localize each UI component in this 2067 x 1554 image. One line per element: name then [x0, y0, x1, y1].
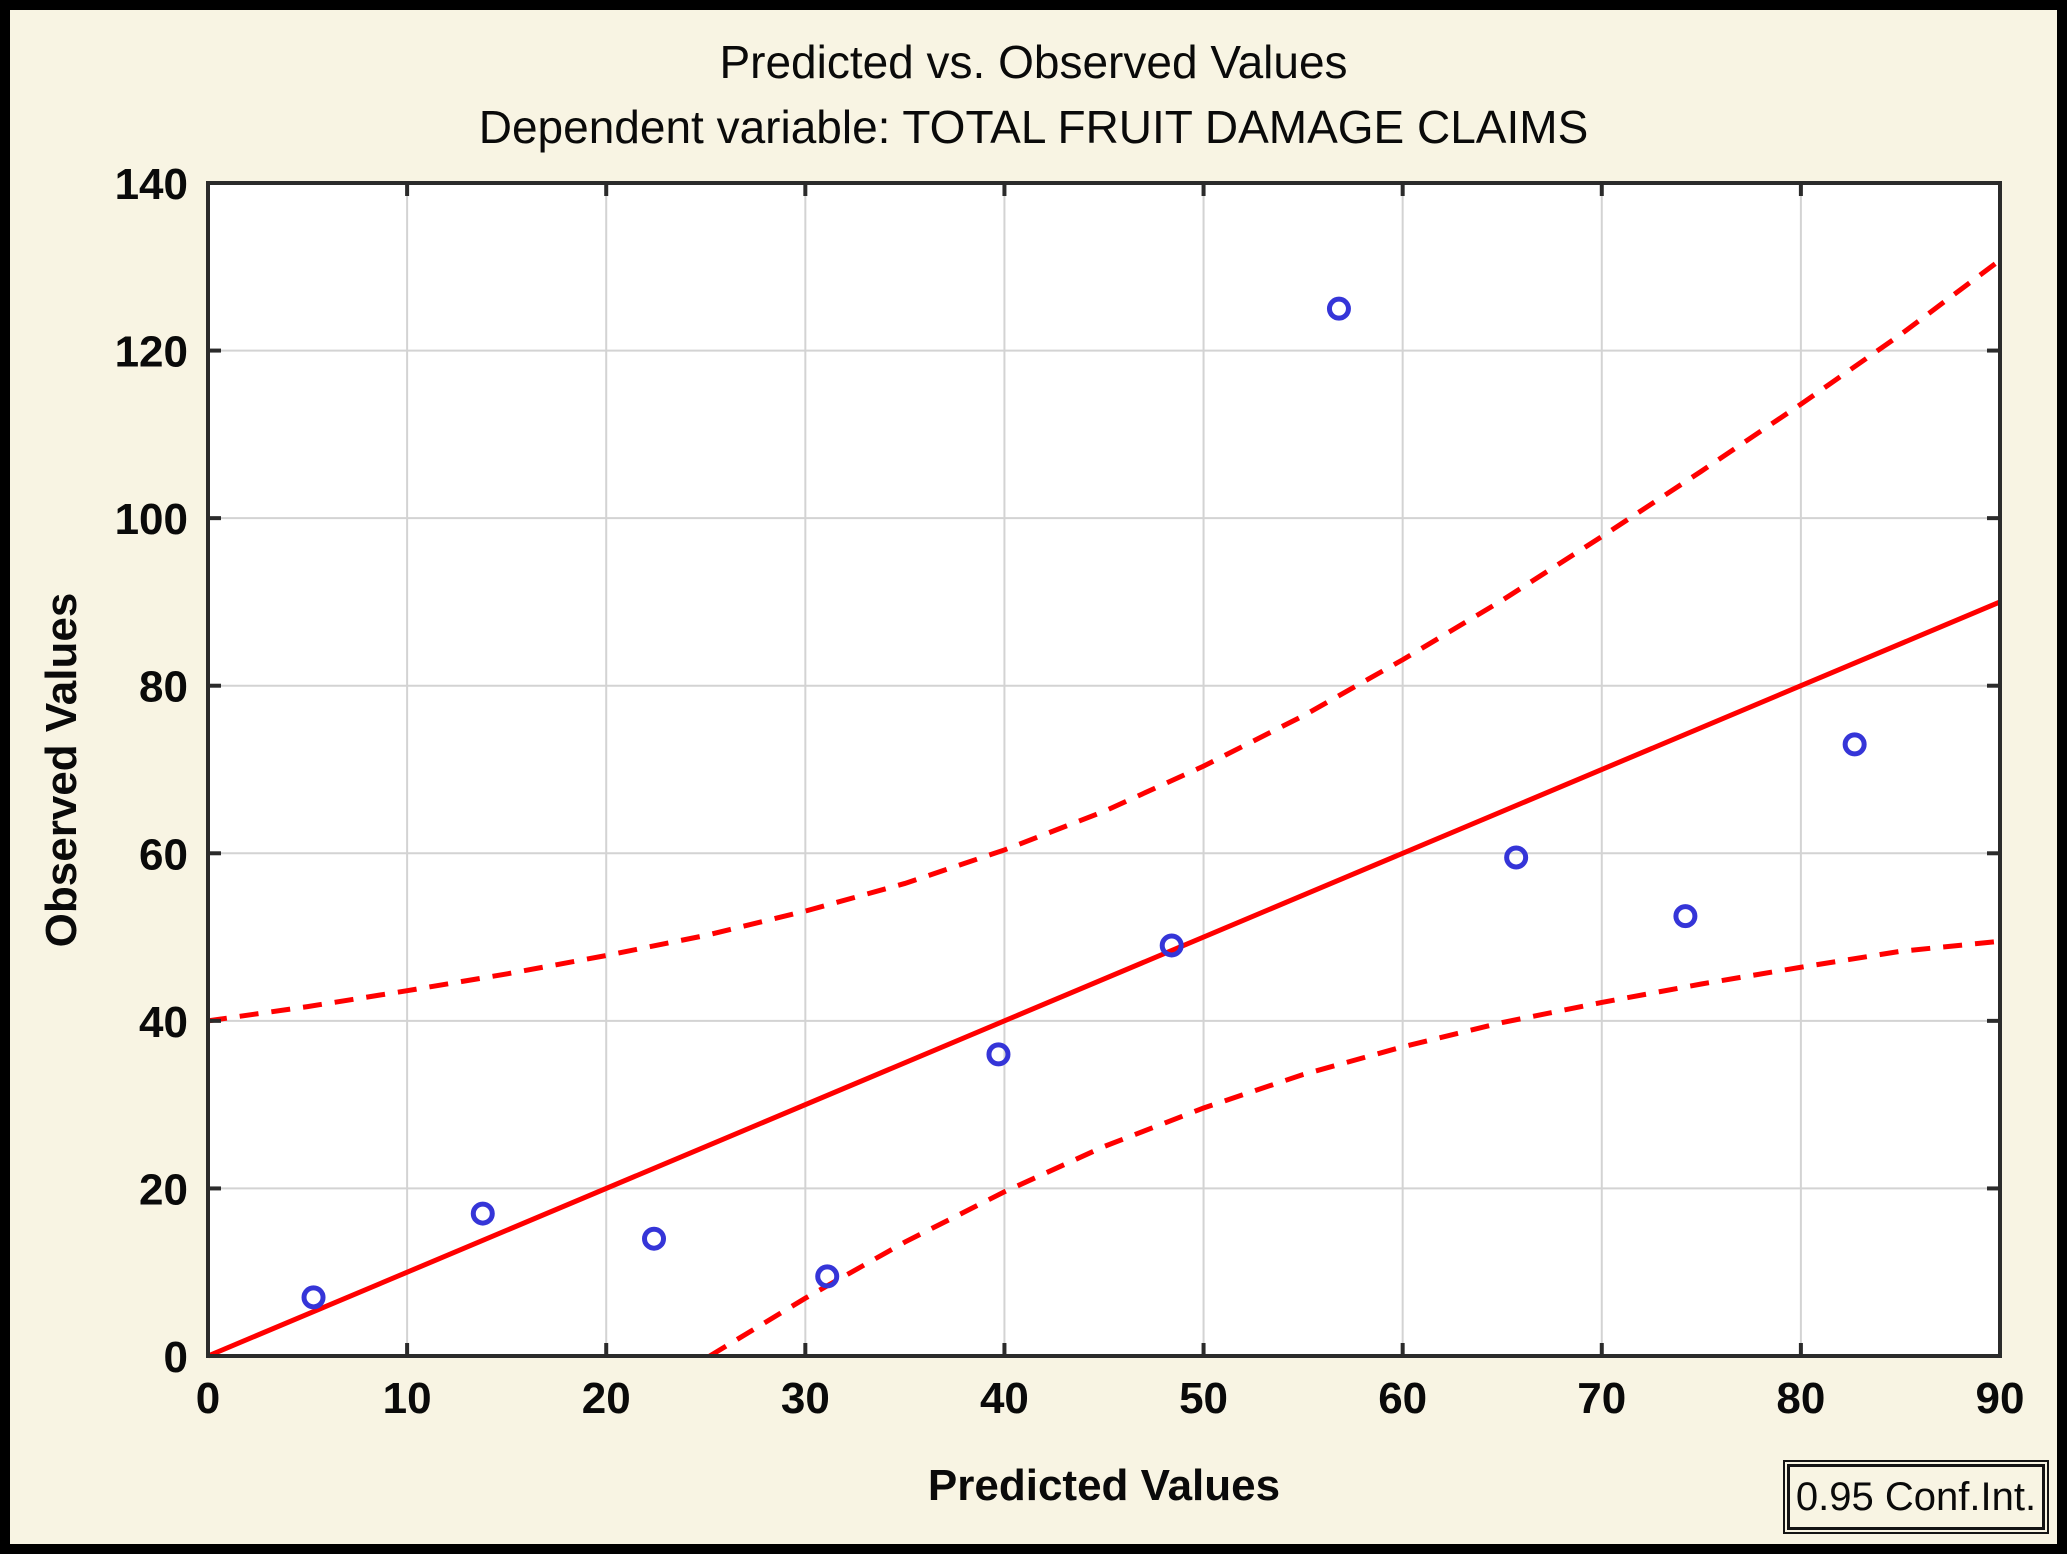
y-tick-label: 140	[115, 160, 188, 209]
y-tick-label: 0	[164, 1333, 188, 1382]
scatter-point	[1504, 845, 1529, 870]
chart-subtitle: Dependent variable: TOTAL FRUIT DAMAGE C…	[478, 101, 1589, 153]
scatter-point	[1326, 296, 1351, 321]
y-tick-label: 60	[139, 830, 188, 879]
x-tick-label: 40	[980, 1374, 1029, 1423]
scatter-point	[301, 1285, 326, 1310]
plot-frame	[206, 181, 2002, 1358]
chart-title: Predicted vs. Observed Values	[719, 36, 1348, 88]
y-tick-label: 80	[139, 663, 188, 712]
scatter-point	[642, 1226, 667, 1251]
legend-box: 0.95 Conf.Int.	[1783, 1460, 2049, 1534]
y-tick-label: 120	[115, 328, 188, 377]
scatter-point	[815, 1264, 840, 1289]
regression-line	[207, 599, 2001, 1359]
x-tick-label: 20	[582, 1374, 631, 1423]
legend-label: 0.95 Conf.Int.	[1795, 1474, 2037, 1519]
x-tick-label: 90	[1976, 1374, 2025, 1423]
scatter-point	[470, 1201, 495, 1226]
scatter-point	[986, 1042, 1011, 1067]
y-tick-label: 20	[139, 1165, 188, 1214]
scatter-point	[1842, 732, 1867, 757]
ci-upper-band	[207, 258, 2002, 1024]
plot-background	[208, 183, 2000, 1356]
x-tick-label: 80	[1776, 1374, 1825, 1423]
x-tick-label: 60	[1378, 1374, 1427, 1423]
scatter-point	[1673, 904, 1698, 929]
x-tick-label: 50	[1179, 1374, 1228, 1423]
x-tick-label: 70	[1577, 1374, 1626, 1423]
y-tick-label: 100	[115, 495, 188, 544]
x-axis-title: Predicted Values	[927, 1461, 1281, 1510]
x-tick-label: 0	[196, 1374, 220, 1423]
y-tick-label: 40	[139, 998, 188, 1047]
x-tick-label: 30	[781, 1374, 830, 1423]
scatter-point	[1159, 933, 1184, 958]
ci-lower-band	[708, 938, 2001, 1359]
x-tick-label: 10	[383, 1374, 432, 1423]
y-axis-title: Observed Values	[37, 592, 86, 948]
